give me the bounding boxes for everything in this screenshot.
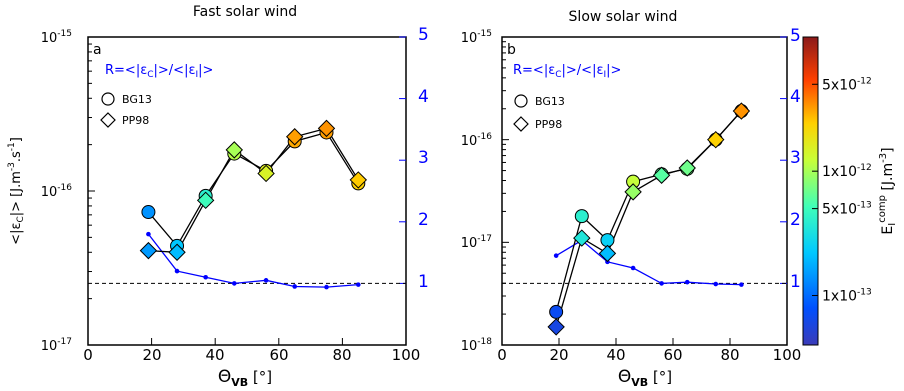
- x-tick-label: 40: [205, 346, 224, 364]
- right-y-tick-label: 1: [418, 272, 429, 292]
- panel-a-label: a: [93, 42, 102, 58]
- x-tick-label: 60: [269, 346, 288, 364]
- panel-b-title: Slow solar wind: [569, 9, 678, 25]
- colorbar-tick-label: 5x10-12: [822, 76, 872, 93]
- panel-a-fast-solar-wind: Fast solar wind a R=<|εC|>/<|εI|> BG13 P…: [7, 4, 429, 389]
- right-y-tick-label: 2: [418, 210, 429, 230]
- right-y-tick-label: 5: [790, 26, 801, 46]
- ratio-series-point: [146, 232, 151, 237]
- x-tick-label: 60: [663, 346, 682, 364]
- colorbar-tick-label: 5x10-13: [822, 201, 872, 218]
- ratio-series-point: [203, 275, 208, 280]
- right-y-tick-label: 2: [790, 210, 801, 230]
- panel-a-legend: BG13 PP98: [101, 93, 152, 127]
- y-tick-label: 10-17: [461, 234, 492, 251]
- pp98-series-line: [148, 128, 358, 252]
- y-tick-label: 10-15: [461, 29, 492, 46]
- colorbar-label: EIcomp [J.m-3]: [877, 147, 898, 234]
- right-y-tick-label: 3: [790, 148, 801, 168]
- panel-b-slow-solar-wind: Slow solar wind b R=<|εC|>/<|εI|> BG13 P…: [461, 9, 898, 389]
- panel-a-title: Fast solar wind: [193, 4, 297, 20]
- panel-b-data-layer: [502, 37, 787, 345]
- x-tick-label: 0: [83, 346, 93, 364]
- ratio-series-line: [556, 240, 741, 284]
- panel-a-plot-frame: [88, 37, 406, 345]
- right-y-tick-label: 4: [418, 87, 429, 107]
- panel-a-ratio-label: R=<|εC|>/<|εI|>: [105, 63, 213, 80]
- x-tick-label: 80: [720, 346, 739, 364]
- y-tick-label: 10-16: [41, 183, 73, 200]
- y-tick-label: 10-15: [41, 29, 72, 46]
- ratio-series-point: [232, 281, 237, 286]
- pp98-point: [140, 243, 156, 259]
- pp98-point: [625, 184, 641, 200]
- panel-b-plot-frame: [502, 37, 787, 345]
- bg13-series-line: [148, 132, 358, 245]
- ratio-series-point: [631, 266, 636, 271]
- legend-label-bg13: BG13: [122, 93, 152, 106]
- y-tick-label: 10-18: [461, 337, 493, 354]
- colorbar-tick-label: 1x10-12: [822, 163, 872, 180]
- x-tick-label: 0: [497, 346, 507, 364]
- legend-circle-marker: [102, 93, 114, 105]
- ratio-series-point: [659, 281, 664, 286]
- ratio-series-point: [554, 253, 559, 258]
- pp98-point: [654, 167, 670, 183]
- ratio-series-point: [264, 278, 269, 283]
- x-tick-label: 40: [606, 346, 625, 364]
- ratio-series-point: [713, 282, 718, 287]
- panel-a-y-axis-label: <|εC|> [J.m-3.s-1]: [7, 137, 26, 245]
- y-tick-label: 10-16: [461, 132, 493, 149]
- ratio-series-point: [175, 269, 180, 274]
- panel-b-label: b: [507, 42, 516, 58]
- legend-label-bg13: BG13: [535, 95, 565, 108]
- panel-a-data-layer: [88, 37, 406, 345]
- x-tick-label: 100: [773, 346, 802, 364]
- legend-label-pp98: PP98: [122, 114, 149, 127]
- x-tick-label: 20: [142, 346, 161, 364]
- panel-b-x-axis-label: ΘVB [°]: [618, 367, 672, 389]
- x-tick-label: 100: [392, 346, 421, 364]
- bg13-point: [142, 206, 155, 219]
- ratio-series-point: [324, 285, 329, 290]
- ratio-series-point: [739, 282, 744, 287]
- panel-b-legend: BG13 PP98: [514, 95, 565, 131]
- x-tick-label: 80: [332, 346, 351, 364]
- right-y-tick-label: 1: [790, 272, 801, 292]
- bg13-point: [550, 305, 563, 318]
- colorbar-ticks: 1x10-13 5x10-13 1x10-12 5x10-12: [812, 76, 872, 304]
- y-tick-label: 10-17: [41, 337, 72, 354]
- x-tick-label: 20: [549, 346, 568, 364]
- right-y-tick-label: 5: [418, 25, 429, 45]
- colorbar: [803, 37, 818, 345]
- ratio-series-point: [292, 284, 297, 289]
- legend-diamond-marker: [101, 113, 115, 127]
- ratio-series-point: [685, 280, 690, 285]
- pp98-point: [548, 319, 564, 335]
- legend-diamond-marker: [514, 117, 528, 131]
- pp98-point: [599, 245, 615, 261]
- panel-b-ratio-label: R=<|εC|>/<|εI|>: [513, 63, 621, 80]
- right-y-tick-label: 3: [418, 148, 429, 168]
- right-y-tick-label: 4: [790, 87, 801, 107]
- bg13-point: [575, 210, 588, 223]
- ratio-series-point: [356, 282, 361, 287]
- colorbar-tick-label: 1x10-13: [822, 288, 872, 305]
- legend-label-pp98: PP98: [535, 118, 562, 131]
- legend-circle-marker: [515, 95, 527, 107]
- panel-a-x-axis-label: ΘVB [°]: [218, 367, 272, 389]
